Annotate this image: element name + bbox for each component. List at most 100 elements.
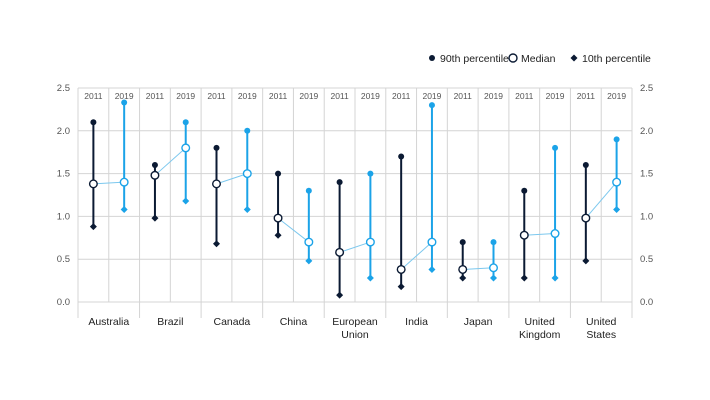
legend-label: 10th percentile	[582, 53, 651, 65]
median-point	[489, 263, 499, 273]
median-connector	[524, 233, 556, 236]
median-point	[458, 264, 468, 274]
p10-point	[120, 206, 128, 214]
y-tick-left: 1.0	[57, 211, 70, 222]
p10-point	[213, 240, 220, 248]
category-label-line: United	[524, 316, 555, 328]
median-point	[150, 170, 160, 180]
p90-point	[428, 102, 435, 109]
p90-point	[336, 179, 343, 186]
y-tick-left: 0.0	[57, 297, 70, 308]
median-point	[304, 237, 314, 247]
median-point	[211, 179, 221, 189]
year-label: 2011	[330, 91, 349, 101]
y-tick-right: 1.5	[640, 169, 653, 180]
p10-point	[366, 274, 374, 282]
p10-point	[182, 197, 190, 205]
p90-point	[213, 144, 220, 151]
y-tick-right: 0.0	[640, 297, 653, 308]
median-point	[550, 229, 560, 239]
median-point	[581, 213, 591, 223]
median-connector	[277, 217, 310, 243]
p90-point	[90, 119, 97, 126]
category-label: European Union	[332, 316, 378, 341]
p10-point	[305, 257, 313, 265]
p90-point	[305, 187, 312, 194]
year-label: 2011	[577, 91, 596, 101]
category-label: Japan	[464, 316, 493, 328]
year-label: 2011	[392, 91, 411, 101]
median-connector	[339, 241, 371, 253]
year-label: 2019	[115, 91, 134, 101]
median-point	[427, 237, 437, 247]
category-label-line: Japan	[464, 316, 493, 328]
category-label: Australia	[88, 316, 129, 328]
year-label: 2011	[84, 91, 103, 101]
y-tick-right: 2.0	[640, 126, 653, 137]
category-label-line: United	[586, 316, 617, 328]
p90-point	[552, 144, 559, 151]
year-label: 2011	[207, 91, 226, 101]
legend-label: 90th percentile	[440, 53, 509, 65]
category-label-line: European	[332, 316, 378, 328]
category-label-line: Brazil	[157, 316, 183, 328]
legend-marker-p10	[570, 54, 578, 62]
p10-point	[459, 274, 467, 282]
y-tick-left: 2.5	[57, 83, 70, 94]
grid	[77, 87, 633, 318]
year-label: 2011	[146, 91, 165, 101]
y-tick-left: 0.5	[57, 254, 70, 265]
legend-label: Median	[521, 53, 556, 65]
category-label-line: Australia	[88, 316, 129, 328]
p10-point	[397, 283, 405, 291]
year-label: 2019	[299, 91, 318, 101]
median-point	[612, 177, 622, 187]
year-label: 2019	[546, 91, 565, 101]
legend-marker-median	[508, 53, 518, 63]
y-tick-right: 0.5	[640, 254, 653, 265]
median-point	[181, 143, 191, 153]
category-label: Brazil	[157, 316, 183, 328]
p10-point	[151, 214, 159, 222]
year-label: 2011	[515, 91, 534, 101]
category-label-line: China	[280, 316, 308, 328]
median-point	[88, 179, 98, 189]
year-label: 2019	[607, 91, 626, 101]
median-connector	[216, 173, 248, 185]
category-label-line: India	[405, 316, 428, 328]
p90-point	[121, 99, 128, 106]
p90-point	[398, 153, 405, 160]
p90-point	[151, 162, 158, 169]
median-point	[365, 237, 375, 247]
category-label-line: States	[586, 329, 616, 341]
labels: 0.0 0.0 0.5 0.5 1.0 1.0 1.5 1.5 2.0 2.0 2.5 2.5 2011…	[57, 83, 653, 341]
p10-point	[336, 291, 344, 299]
median-connector	[154, 147, 187, 176]
category-label: China	[280, 316, 308, 328]
legend-marker-p90	[429, 55, 435, 61]
year-label: 2011	[269, 91, 288, 101]
y-tick-right: 2.5	[640, 83, 653, 94]
year-label: 2019	[238, 91, 257, 101]
legend: 90th percentile Median 10th percentile	[429, 53, 651, 65]
median-point	[242, 169, 252, 179]
p10-point	[613, 206, 621, 214]
median-connector	[93, 181, 125, 185]
category-label: India	[405, 316, 428, 328]
median-point	[119, 177, 129, 187]
p10-point	[428, 265, 436, 273]
median-connector	[400, 241, 433, 270]
p90-point	[582, 162, 589, 169]
median-connector	[462, 267, 494, 270]
category-label: United Kingdom	[519, 316, 561, 341]
p90-point	[275, 170, 282, 177]
category-label: United States	[586, 316, 617, 341]
y-tick-left: 2.0	[57, 126, 70, 137]
year-label: 2019	[361, 91, 380, 101]
category-label-line: Union	[341, 329, 369, 341]
p10-point	[520, 274, 528, 282]
median-point	[519, 230, 529, 240]
p10-point	[582, 257, 590, 265]
median-point	[396, 264, 406, 274]
